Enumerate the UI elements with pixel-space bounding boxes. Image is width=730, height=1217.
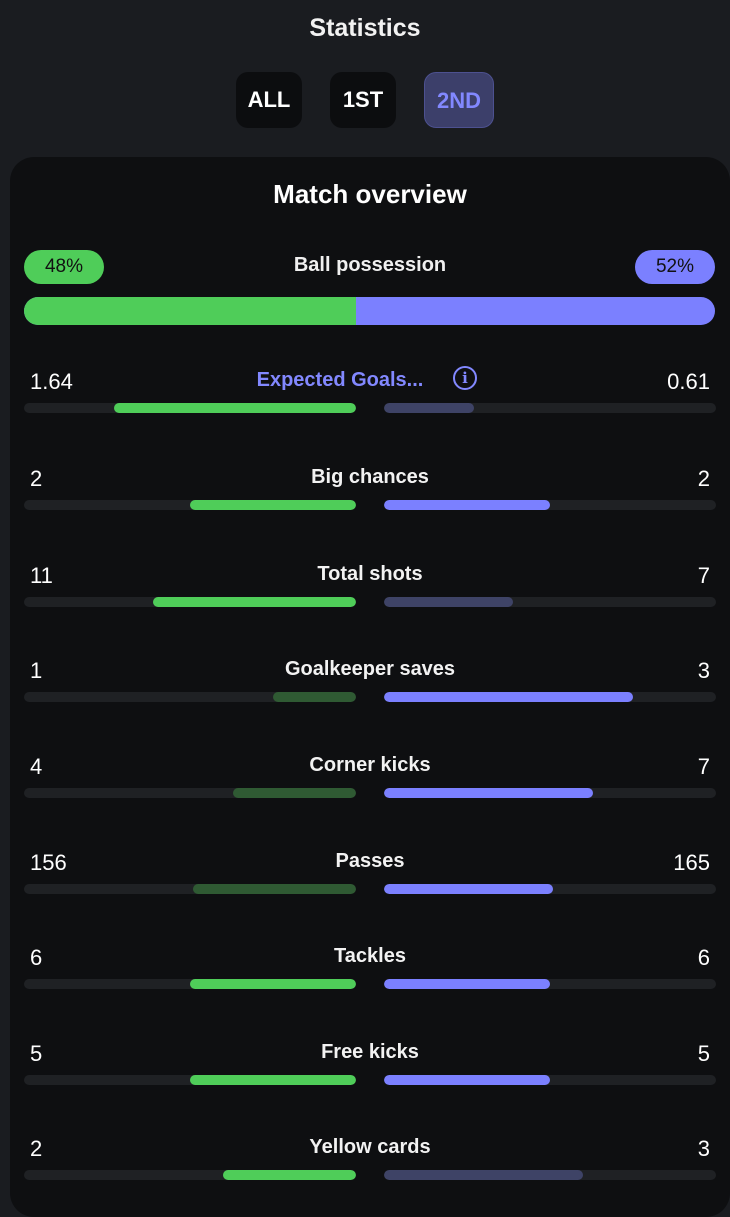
stat-label: Big chances: [311, 466, 429, 488]
away-bar-track: [384, 884, 716, 894]
home-value: 2: [30, 1136, 43, 1161]
home-value: 5: [30, 1041, 43, 1066]
away-bar-track: [384, 500, 716, 510]
stat-row: 156 Passes 165: [10, 850, 730, 910]
stat-row: 11 Total shots 7: [10, 563, 730, 623]
card-title: Match overview: [273, 179, 467, 209]
home-bar-fill: [190, 500, 356, 510]
match-overview-card: Match overview 48% Ball possession 52% 1…: [10, 157, 730, 1217]
away-value: 5: [697, 1041, 710, 1066]
home-value: 4: [30, 754, 43, 779]
home-bar-track: [24, 979, 356, 989]
stat-label: Total shots: [317, 563, 423, 585]
away-bar-fill: [384, 692, 633, 702]
away-value: 165: [673, 850, 710, 875]
away-value: 3: [697, 1136, 710, 1161]
away-bar-fill: [384, 1075, 550, 1085]
away-bar-track: [384, 692, 716, 702]
info-icon[interactable]: i: [453, 366, 477, 390]
away-value: 2: [697, 466, 710, 491]
away-bar-track: [384, 1075, 716, 1085]
away-bar-fill: [384, 1170, 584, 1180]
tab-all[interactable]: ALL: [236, 72, 302, 128]
away-value: 0.61: [667, 369, 710, 394]
home-value: 2: [30, 466, 43, 491]
away-value: 7: [697, 754, 710, 779]
stat-label: Free kicks: [321, 1041, 419, 1063]
away-bar-fill: [384, 500, 550, 510]
home-bar-track: [24, 884, 356, 894]
away-bar-fill: [384, 979, 550, 989]
stat-label: Yellow cards: [309, 1136, 431, 1158]
possession-bar: [24, 297, 715, 325]
stat-row: 1.64 Expected Goals... i 0.61: [10, 366, 730, 429]
tab-1st[interactable]: 1ST: [330, 72, 396, 128]
home-bar-track: [24, 1075, 356, 1085]
home-value: 156: [30, 850, 67, 875]
statistics-title: Statistics: [309, 14, 421, 42]
stat-label: Tackles: [334, 945, 406, 967]
home-bar-track: [24, 597, 356, 607]
stat-row: 4 Corner kicks 7: [10, 754, 730, 814]
home-value: 1.64: [30, 369, 73, 394]
possession-label: Ball possession: [293, 254, 447, 276]
away-bar-track: [384, 403, 716, 413]
home-bar-track: [24, 692, 356, 702]
period-tabs: ALL 1ST 2ND: [0, 72, 730, 128]
stat-row: 6 Tackles 6: [10, 945, 730, 1005]
away-bar-fill: [384, 597, 514, 607]
home-bar-track: [24, 788, 356, 798]
stat-label: Goalkeeper saves: [284, 658, 456, 680]
stat-row: 2 Yellow cards 3: [10, 1136, 730, 1196]
home-bar-fill: [190, 1075, 356, 1085]
away-bar-track: [384, 1170, 716, 1180]
home-bar-fill: [190, 979, 356, 989]
home-bar-track: [24, 403, 356, 413]
away-bar-fill: [384, 403, 474, 413]
home-bar-fill: [273, 692, 356, 702]
away-bar-track: [384, 979, 716, 989]
home-bar-track: [24, 1170, 356, 1180]
away-bar-track: [384, 597, 716, 607]
home-bar-fill: [153, 597, 356, 607]
home-bar-fill: [223, 1170, 356, 1180]
home-bar-fill: [233, 788, 356, 798]
stat-label: Corner kicks: [309, 754, 431, 776]
away-bar-fill: [384, 884, 554, 894]
away-value: 3: [697, 658, 710, 683]
home-bar-fill: [113, 403, 356, 413]
away-value: 7: [697, 563, 710, 588]
stat-row: 2 Big chances 2: [10, 466, 730, 526]
away-bar-track: [384, 788, 716, 798]
home-value: 1: [30, 658, 43, 683]
stat-label: Passes: [335, 850, 405, 872]
home-bar-fill: [193, 884, 356, 894]
home-value: 11: [30, 563, 53, 588]
tab-2nd[interactable]: 2ND: [424, 72, 494, 128]
possession-bar-home-fill: [24, 297, 356, 325]
away-possession-badge: 52%: [635, 250, 715, 284]
home-value: 6: [30, 945, 43, 970]
home-possession-badge: 48%: [24, 250, 104, 284]
home-bar-track: [24, 500, 356, 510]
away-bar-fill: [384, 788, 594, 798]
stat-label[interactable]: Expected Goals...: [256, 369, 424, 391]
away-value: 6: [697, 945, 710, 970]
stat-row: 5 Free kicks 5: [10, 1041, 730, 1101]
stat-row: 1 Goalkeeper saves 3: [10, 658, 730, 718]
